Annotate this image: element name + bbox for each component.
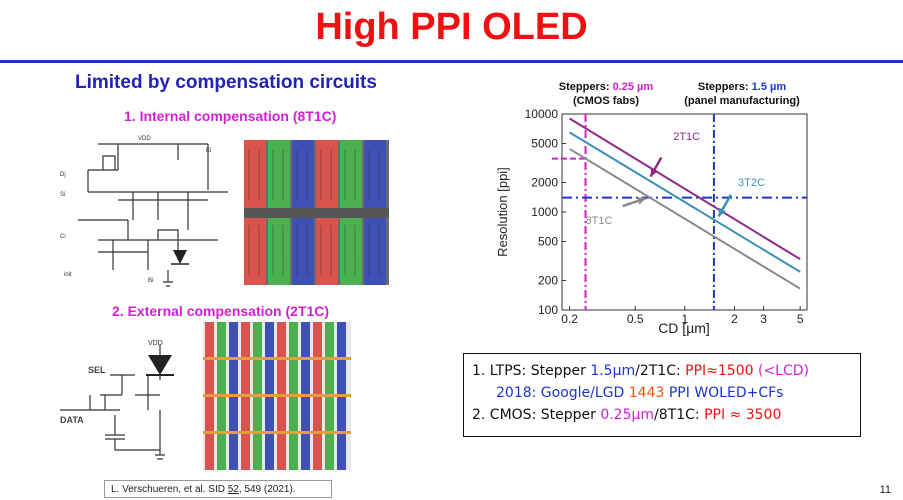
series-arrowhead-2t1c [650, 167, 659, 177]
page-number: 11 [879, 484, 891, 496]
section-external-compensation: 2. External compensation (2T1C) [112, 303, 330, 319]
x-tick-label: 0.5 [627, 312, 644, 326]
init-label: init [64, 272, 72, 278]
circuit-2t1c-schematic: VDD SEL DATA [60, 340, 174, 460]
note-google-lgd: 2018: Google/LGD 1443 PPI WOLED+CFs [472, 382, 852, 404]
y-tick-label: 100 [538, 303, 558, 317]
layout-2t1c-micrograph [203, 322, 351, 470]
y-tick-label: 2000 [531, 175, 558, 189]
series-arrowhead-3t2c [718, 207, 726, 217]
note-google-rest: PPI WOLED+CFs [664, 385, 784, 401]
ci-label: Ci [60, 234, 66, 240]
reference-prefix: L. Verschueren, et al. SID [111, 484, 228, 495]
x-tick-label: 1 [682, 312, 689, 326]
note-cmos-prefix: 2. CMOS: Stepper [472, 407, 601, 423]
section-internal-compensation: 1. Internal compensation (8T1C) [124, 108, 337, 124]
plot-frame [561, 113, 808, 311]
circuit-8t1c-schematic: VDD Dj Si Ci init Bi Ei [60, 136, 228, 287]
note-ltps-lcd: (<LCD) [753, 363, 809, 379]
di-label: Dj [60, 172, 66, 178]
y-tick-label: 200 [538, 273, 558, 287]
layout-8t1c-micrograph [244, 140, 389, 285]
note-cmos-mid: /8T1C: [654, 407, 705, 423]
y-tick-label: 1000 [531, 205, 558, 219]
series-label-8t1c: 8T1C [586, 215, 613, 227]
stepper-cmos-header: Steppers: 0.25 µm (CMOS fabs) [536, 80, 676, 108]
stepper-panel-prefix: Steppers: [697, 81, 752, 93]
stepper-cmos-sub: (CMOS fabs) [573, 95, 639, 107]
stepper-cmos-value: 0.25 µm [612, 81, 654, 93]
stepper-panel-value: 1.5 µm [751, 81, 787, 93]
vdd-label-2: VDD [148, 340, 163, 347]
x-axis-label: CD [µm] [658, 320, 710, 336]
stepper-panel-header: Steppers: 1.5 µm (panel manufacturing) [672, 80, 812, 108]
note-ltps-mid: /2T1C: [635, 363, 686, 379]
vdd-label-1: VDD [138, 136, 151, 142]
note-ltps-stepper: 1.5µm [590, 363, 636, 379]
x-tick-label: 5 [797, 312, 804, 326]
y-tick-label: 500 [538, 235, 558, 249]
series-arrowhead-8t1c [636, 197, 646, 205]
reference-suffix: , 549 (2021). [238, 484, 296, 495]
note-ltps: 1. LTPS: Stepper 1.5µm/2T1C: PPI≈1500 (<… [472, 360, 852, 382]
reference-citation: L. Verschueren, et al. SID 52, 549 (2021… [104, 480, 332, 498]
y-tick-label: 5000 [531, 137, 558, 151]
series-line-3t2c [569, 131, 801, 273]
note-cmos-ppi: PPI ≈ 3500 [704, 407, 782, 423]
x-tick-label: 0.2 [561, 312, 578, 326]
y-axis-label: Resolution [ppi] [495, 167, 510, 257]
note-google-year: 2018: Google/LGD [496, 385, 629, 401]
data-label: DATA [60, 415, 84, 425]
x-tick-label: 2 [731, 312, 738, 326]
notes-box: 1. LTPS: Stepper 1.5µm/2T1C: PPI≈1500 (<… [463, 353, 861, 437]
x-tick-label: 3 [760, 312, 767, 326]
si-label: Si [60, 192, 65, 198]
series-label-2t1c: 2T1C [673, 131, 700, 143]
note-google-value: 1443 [628, 385, 665, 401]
note-ltps-ppi: PPI≈1500 [685, 363, 754, 379]
stepper-cmos-prefix: Steppers: [558, 81, 613, 93]
series-label-3t2c: 3T2C [738, 177, 765, 189]
series-line-2t1c [569, 117, 801, 261]
y-tick-label: 10000 [525, 108, 559, 121]
ei-label: Ei [206, 148, 211, 154]
stepper-panel-sub: (panel manufacturing) [684, 95, 800, 107]
note-cmos-stepper: 0.25µm [600, 407, 655, 423]
sel-label: SEL [88, 365, 106, 375]
title-divider [0, 60, 903, 63]
series-line-8t1c [569, 148, 801, 290]
bi-label: Bi [148, 278, 153, 284]
slide-subtitle: Limited by compensation circuits [75, 72, 377, 93]
slide-title: High PPI OLED [315, 6, 588, 48]
note-ltps-prefix: 1. LTPS: Stepper [472, 363, 591, 379]
note-cmos: 2. CMOS: Stepper 0.25µm/8T1C: PPI ≈ 3500 [472, 404, 852, 426]
reference-volume: 52 [227, 484, 239, 495]
resolution-vs-cd-chart: 100 200 500 1000 2000 5000 10000 0.2 0.5 1 2 3 5 2T1… [495, 108, 808, 336]
